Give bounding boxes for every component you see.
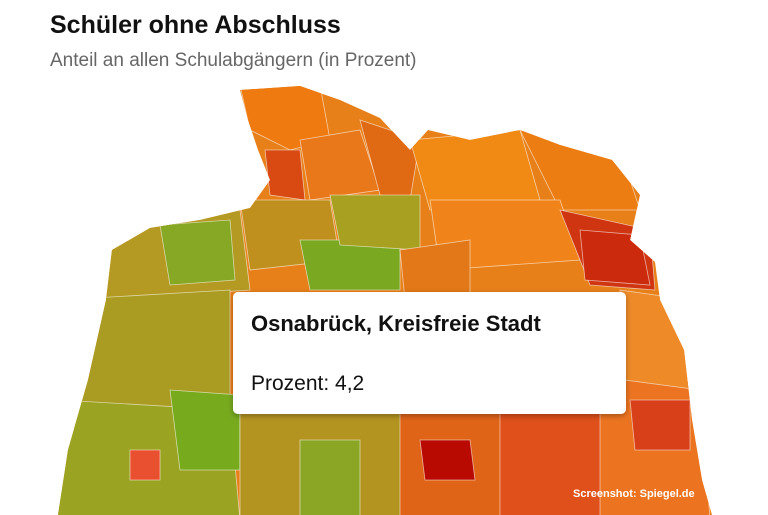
- title: Schüler ohne Abschluss: [50, 11, 341, 39]
- tooltip-box: [233, 292, 626, 414]
- subtitle: Anteil an allen Schulabgängern (in Proze…: [50, 50, 417, 71]
- tooltip-title: Osnabrück, Kreisfreie Stadt: [251, 311, 541, 336]
- tooltip: Osnabrück, Kreisfreie Stadt Prozent: 4,2: [233, 292, 626, 414]
- credit: Screenshot: Spiegel.de: [573, 488, 695, 500]
- tooltip-text: Prozent: 4,2: [251, 372, 364, 395]
